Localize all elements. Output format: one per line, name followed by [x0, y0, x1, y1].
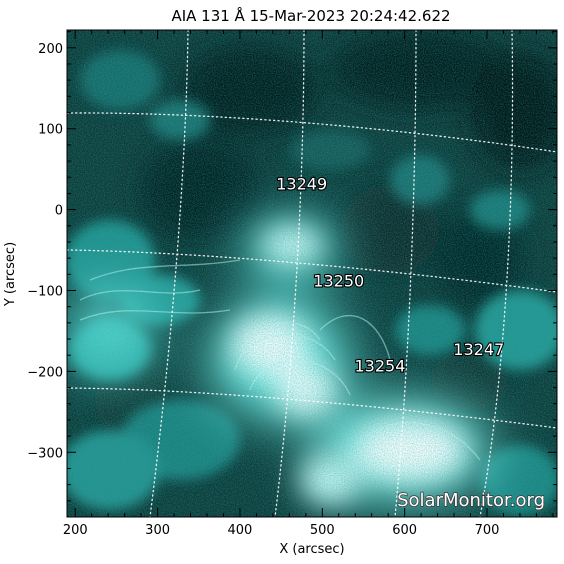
region-labels: 13249 13250 13254 13247 [275, 173, 505, 376]
x-axis-ticks: 200 300 400 500 600 700 [63, 30, 554, 538]
y-tick-label: 200 [38, 42, 63, 57]
x-tick-label: 600 [392, 523, 417, 538]
region-label-13250: 13250 [313, 271, 364, 290]
y-axis-label: Y (arcsec) [3, 242, 18, 307]
region-label-13249: 13249 [276, 174, 327, 193]
x-tick-label: 400 [228, 523, 253, 538]
x-tick-label: 700 [475, 523, 500, 538]
y-tick-label: 100 [38, 123, 63, 138]
x-tick-label: 500 [310, 523, 335, 538]
y-tick-label: −300 [27, 446, 63, 461]
y-axis-ticks: 200 100 0 −100 −200 −300 [27, 31, 557, 502]
region-label-13254: 13254 [354, 356, 405, 375]
plot-frame [66, 29, 558, 518]
x-axis-label: X (arcsec) [279, 542, 344, 557]
x-tick-label: 200 [63, 523, 88, 538]
image-texture [67, 30, 557, 517]
y-tick-label: 0 [55, 204, 63, 219]
heliographic-grid [67, 30, 557, 517]
solar-image: 13249 13250 13254 13247 SolarMonitor.org [67, 30, 557, 517]
region-label-13247: 13247 [453, 340, 504, 359]
y-tick-label: −200 [27, 365, 63, 380]
x-tick-label: 300 [145, 523, 170, 538]
y-tick-label: −100 [27, 284, 63, 299]
image-title: AIA 131 Å 15-Mar-2023 20:24:42.622 [171, 6, 450, 25]
watermark-text: SolarMonitor.org [397, 490, 545, 511]
